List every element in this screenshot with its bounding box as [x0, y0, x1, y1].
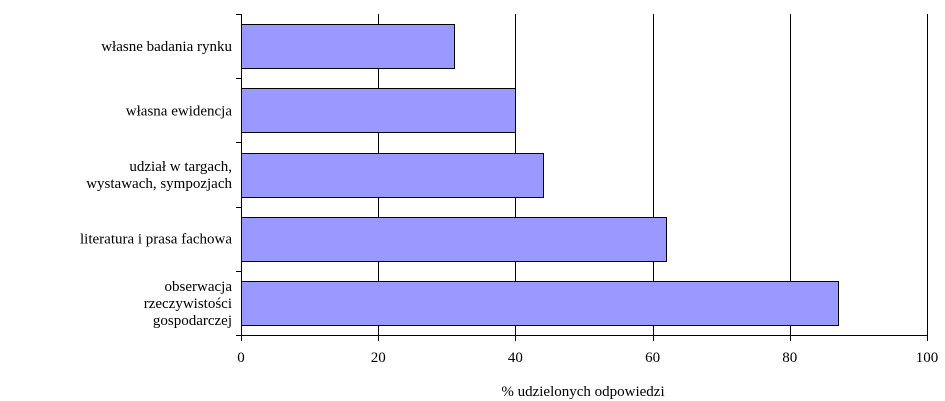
x-tick-labels: 0 20 40 60 80 100 [237, 350, 938, 366]
category-label-line: literatura i prasa fachowa [80, 232, 232, 248]
category-label-line: gospodarczej [153, 313, 232, 329]
bar-5 [241, 281, 839, 326]
category-label-line: własne badania rynku [101, 39, 232, 55]
category-label-3: udział w targach, wystawach, sympozjach [86, 159, 232, 192]
category-label-2: własna ewidencja [126, 103, 233, 119]
x-tick-label-100: 100 [916, 350, 939, 366]
x-axis-title: % udzielonych odpowiedzi [501, 384, 664, 400]
bar-3 [241, 153, 544, 198]
x-tick-label-20: 20 [371, 350, 386, 366]
category-label-1: własne badania rynku [101, 39, 232, 55]
bars [241, 24, 839, 326]
x-tick-label-80: 80 [782, 350, 797, 366]
x-tick-label-60: 60 [645, 350, 660, 366]
axes [236, 14, 928, 341]
category-label-5: obserwacja rzeczywistości gospodarczej [144, 279, 233, 329]
bar-1 [241, 24, 455, 69]
category-label-4: literatura i prasa fachowa [80, 232, 232, 248]
category-label-line: udział w targach, [129, 159, 232, 175]
category-labels: własne badania rynku własna ewidencja udzi… [80, 39, 232, 329]
category-label-line: obserwacja [165, 279, 233, 295]
category-label-line: własna ewidencja [126, 103, 233, 119]
category-label-line: wystawach, sympozjach [86, 176, 232, 192]
x-tick-label-40: 40 [508, 350, 523, 366]
bar-4 [241, 217, 667, 262]
category-label-line: rzeczywistości [144, 296, 232, 312]
x-tick-label-0: 0 [237, 350, 245, 366]
bar-2 [241, 88, 516, 133]
